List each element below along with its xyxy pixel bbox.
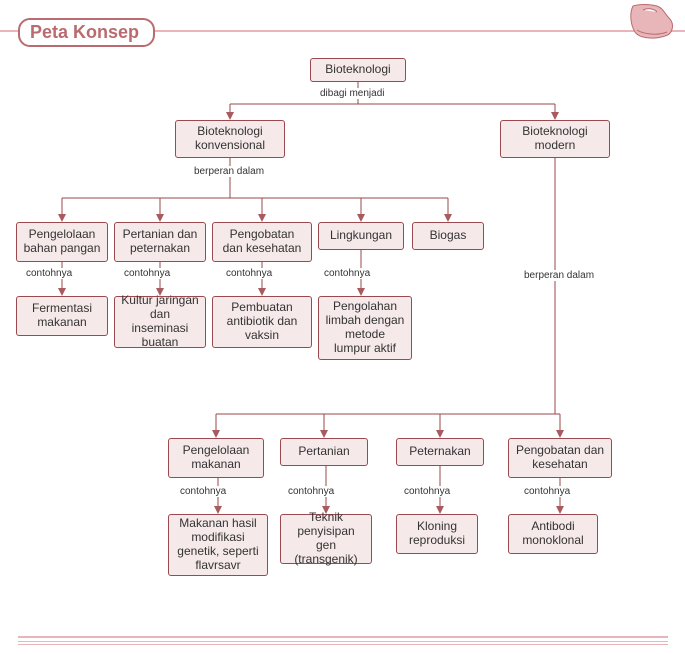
edge-label-c_k2: contohnya	[122, 268, 172, 279]
edge-label-c_m3: contohnya	[402, 486, 452, 497]
node-m1: Pengelolaan makanan	[168, 438, 264, 478]
node-k4: Lingkungan	[318, 222, 404, 250]
node-m1b: Makanan hasil modifikasi genetik, sepert…	[168, 514, 268, 576]
page-title: Peta Konsep	[30, 22, 139, 42]
edge-label-c_m2: contohnya	[286, 486, 336, 497]
edge-label-c_k1: contohnya	[24, 268, 74, 279]
node-modern: Bioteknologi modern	[500, 120, 610, 158]
node-root: Bioteknologi	[310, 58, 406, 82]
node-k1b: Fermentasi makanan	[16, 296, 108, 336]
node-k4b: Pengolahan limbah dengan metode lumpur a…	[318, 296, 412, 360]
node-k1: Pengelolaan bahan pangan	[16, 222, 108, 262]
edge-label-c_m4: contohnya	[522, 486, 572, 497]
node-m4b: Antibodi monoklonal	[508, 514, 598, 554]
node-k2b: Kultur jaringan dan inseminasi buatan	[114, 296, 206, 348]
node-m2b: Teknik penyisipan gen (transgenik)	[280, 514, 372, 564]
node-m2: Pertanian	[280, 438, 368, 466]
corner-decoration-icon	[623, 0, 679, 44]
edge-label-bp_konv: berperan dalam	[192, 166, 266, 177]
edge-label-dibagi: dibagi menjadi	[318, 88, 387, 99]
node-k2: Pertanian dan peternakan	[114, 222, 206, 262]
node-m3: Peternakan	[396, 438, 484, 466]
node-k3b: Pembuatan antibiotik dan vaksin	[212, 296, 312, 348]
node-m3b: Kloning reproduksi	[396, 514, 478, 554]
edge-label-c_k3: contohnya	[224, 268, 274, 279]
edge-label-bp_mod: berperan dalam	[522, 270, 596, 281]
node-konv: Bioteknologi konvensional	[175, 120, 285, 158]
node-k3: Pengobatan dan kesehatan	[212, 222, 312, 262]
edge-label-c_k4: contohnya	[322, 268, 372, 279]
node-k5: Biogas	[412, 222, 484, 250]
node-m4: Pengobatan dan kesehatan	[508, 438, 612, 478]
edge-label-c_m1: contohnya	[178, 486, 228, 497]
page-title-badge: Peta Konsep	[18, 18, 155, 47]
